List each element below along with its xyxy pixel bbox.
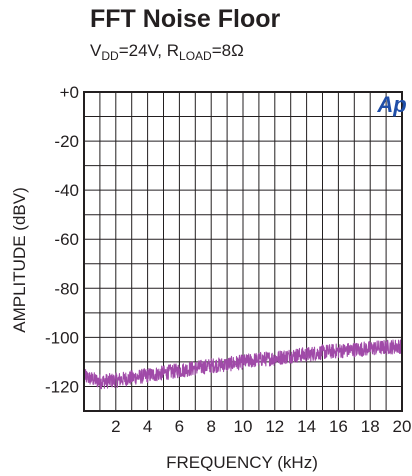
- x-tick-label: 4: [143, 417, 152, 436]
- y-tick-label: -120: [45, 377, 79, 396]
- y-tick-label: -60: [54, 230, 79, 249]
- x-tick-label: 18: [361, 417, 380, 436]
- y-tick-label: -20: [54, 132, 79, 151]
- x-tick-label: 14: [297, 417, 316, 436]
- y-tick-label: +0: [60, 83, 79, 102]
- chart-subtitle: VDD=24V, RLOAD=8Ω: [90, 41, 244, 63]
- y-tick-label: -80: [54, 279, 79, 298]
- chart-title: FFT Noise Floor: [90, 5, 281, 33]
- y-tick-label: -100: [45, 328, 79, 347]
- series-layer: [84, 338, 403, 390]
- series-line: [84, 338, 403, 390]
- x-axis-label: FREQUENCY (kHz): [166, 453, 318, 472]
- x-tick-label: 2: [111, 417, 120, 436]
- x-tick-label: 16: [329, 417, 348, 436]
- y-axis-label: AMPLITUDE (dBV): [10, 187, 29, 332]
- ap-logo: Ap: [376, 92, 406, 117]
- plot-frame: [83, 91, 403, 412]
- y-tick-labels: +0 -20 -40 -60 -80 -100 -120: [45, 83, 79, 396]
- x-tick-label: 10: [234, 417, 253, 436]
- x-tick-label: 6: [175, 417, 184, 436]
- x-tick-label: 8: [206, 417, 215, 436]
- x-tick-label: 12: [265, 417, 284, 436]
- x-tick-labels: 2 4 6 8 10 12 14 16 18 20: [111, 417, 411, 436]
- x-tick-label: 20: [393, 417, 412, 436]
- y-tick-label: -40: [54, 181, 79, 200]
